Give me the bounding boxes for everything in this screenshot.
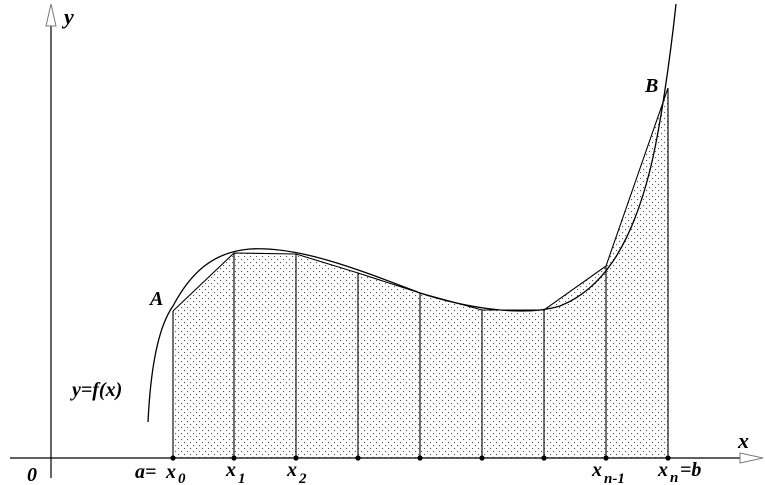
node-x4 [417, 455, 423, 461]
origin-label: 0 [27, 464, 37, 485]
tick-labels: a= x 0 x 1 x 2 x n-1 x n =b [135, 459, 701, 485]
x-axis-arrow-icon [739, 452, 764, 464]
tick-x2-base: x [286, 459, 297, 481]
tick-x0-base: x [165, 461, 176, 483]
tick-x0-sub: 0 [178, 471, 186, 485]
node-x3 [355, 455, 361, 461]
tick-xn1-base: x [591, 459, 602, 481]
curve-label: y=f(x) [70, 379, 122, 401]
tick-a-eq: a= [135, 461, 156, 483]
tick-x2-sub: 2 [298, 471, 307, 485]
ordinate-lines [172, 88, 669, 458]
node-xn1 [603, 455, 609, 461]
node-x6 [541, 455, 547, 461]
tick-xn-base: x [657, 459, 668, 481]
node-x2 [293, 455, 299, 461]
node-x1 [231, 455, 237, 461]
tick-xn-sub: n [670, 470, 678, 485]
node-x5 [479, 455, 485, 461]
node-xn [665, 455, 671, 461]
tick-b-eq: =b [680, 459, 701, 481]
tick-x1-base: x [225, 459, 236, 481]
function-curve [147, 3, 677, 423]
point-b-label: B [644, 75, 658, 97]
tick-x1-sub: 1 [238, 471, 246, 485]
x-axis-label: x [737, 428, 749, 453]
partition-nodes [170, 455, 671, 461]
point-a-label: A [148, 288, 163, 310]
tick-xn1-sub: n-1 [604, 471, 625, 485]
y-axis-arrow-icon [45, 3, 57, 27]
node-x0 [170, 455, 176, 461]
y-axis-label: y [61, 4, 74, 29]
